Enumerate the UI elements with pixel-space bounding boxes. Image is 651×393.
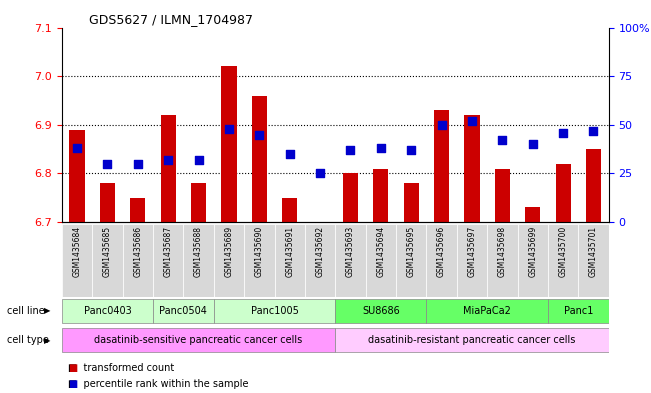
Bar: [214, 224, 244, 297]
Bar: [100, 183, 115, 222]
Bar: [548, 224, 578, 297]
Bar: [214, 299, 335, 323]
Text: SU8686: SU8686: [362, 306, 400, 316]
Text: ■  percentile rank within the sample: ■ percentile rank within the sample: [68, 379, 249, 389]
Bar: [122, 224, 153, 297]
Text: ■  transformed count: ■ transformed count: [68, 364, 174, 373]
Bar: [525, 208, 540, 222]
Bar: [62, 224, 92, 297]
Bar: [244, 224, 275, 297]
Bar: [191, 183, 206, 222]
Point: [72, 145, 82, 151]
Bar: [221, 66, 236, 222]
Bar: [548, 299, 609, 323]
Point: [558, 129, 568, 136]
Bar: [305, 224, 335, 297]
Bar: [343, 173, 358, 222]
Text: GSM1435688: GSM1435688: [194, 226, 203, 277]
Point: [224, 125, 234, 132]
Point: [497, 137, 508, 143]
Text: dasatinib-resistant pancreatic cancer cells: dasatinib-resistant pancreatic cancer ce…: [368, 335, 575, 345]
Text: Panc1: Panc1: [564, 306, 593, 316]
Text: GDS5627 / ILMN_1704987: GDS5627 / ILMN_1704987: [89, 13, 253, 26]
Point: [527, 141, 538, 147]
Text: GSM1435694: GSM1435694: [376, 226, 385, 277]
Bar: [457, 224, 487, 297]
Point: [467, 118, 477, 124]
Text: cell type: cell type: [7, 335, 48, 345]
Text: Panc0403: Panc0403: [83, 306, 132, 316]
Text: GSM1435687: GSM1435687: [163, 226, 173, 277]
Bar: [495, 169, 510, 222]
Text: ■: ■: [68, 379, 77, 389]
Bar: [153, 299, 214, 323]
Bar: [426, 299, 548, 323]
Point: [315, 170, 326, 176]
Text: GSM1435690: GSM1435690: [255, 226, 264, 277]
Bar: [282, 198, 298, 222]
Text: GSM1435685: GSM1435685: [103, 226, 112, 277]
Bar: [518, 224, 548, 297]
Point: [436, 122, 447, 128]
Text: GSM1435696: GSM1435696: [437, 226, 446, 277]
Point: [376, 145, 386, 151]
Point: [133, 161, 143, 167]
Bar: [586, 149, 601, 222]
Bar: [70, 130, 85, 222]
Bar: [92, 224, 122, 297]
Point: [254, 131, 264, 138]
Text: ■: ■: [68, 364, 77, 373]
Text: GSM1435695: GSM1435695: [407, 226, 416, 277]
Point: [284, 151, 295, 157]
Bar: [275, 224, 305, 297]
Bar: [404, 183, 419, 222]
Text: ▶: ▶: [44, 336, 51, 345]
Text: GSM1435692: GSM1435692: [316, 226, 325, 277]
Bar: [434, 110, 449, 222]
Text: GSM1435700: GSM1435700: [559, 226, 568, 277]
Bar: [487, 224, 518, 297]
Point: [406, 147, 417, 153]
Point: [163, 157, 173, 163]
Bar: [184, 224, 214, 297]
Text: GSM1435698: GSM1435698: [498, 226, 507, 277]
Bar: [464, 115, 480, 222]
Bar: [252, 95, 267, 222]
Bar: [426, 224, 457, 297]
Point: [589, 127, 599, 134]
Point: [102, 161, 113, 167]
Text: ▶: ▶: [44, 307, 51, 315]
Text: GSM1435686: GSM1435686: [133, 226, 143, 277]
Point: [345, 147, 355, 153]
Text: Panc0504: Panc0504: [159, 306, 207, 316]
Bar: [161, 115, 176, 222]
Bar: [62, 328, 335, 353]
Text: GSM1435697: GSM1435697: [467, 226, 477, 277]
Text: Panc1005: Panc1005: [251, 306, 298, 316]
Point: [193, 157, 204, 163]
Bar: [335, 299, 426, 323]
Text: cell line: cell line: [7, 306, 44, 316]
Text: GSM1435691: GSM1435691: [285, 226, 294, 277]
Bar: [335, 328, 609, 353]
Bar: [62, 299, 153, 323]
Bar: [130, 198, 145, 222]
Text: dasatinib-sensitive pancreatic cancer cells: dasatinib-sensitive pancreatic cancer ce…: [94, 335, 303, 345]
Text: GSM1435689: GSM1435689: [225, 226, 234, 277]
Bar: [578, 224, 609, 297]
Text: MiaPaCa2: MiaPaCa2: [464, 306, 511, 316]
Bar: [335, 224, 366, 297]
Bar: [373, 169, 389, 222]
Text: GSM1435684: GSM1435684: [72, 226, 81, 277]
Bar: [396, 224, 426, 297]
Bar: [153, 224, 184, 297]
Bar: [366, 224, 396, 297]
Text: GSM1435693: GSM1435693: [346, 226, 355, 277]
Text: GSM1435699: GSM1435699: [528, 226, 537, 277]
Text: GSM1435701: GSM1435701: [589, 226, 598, 277]
Bar: [555, 163, 571, 222]
